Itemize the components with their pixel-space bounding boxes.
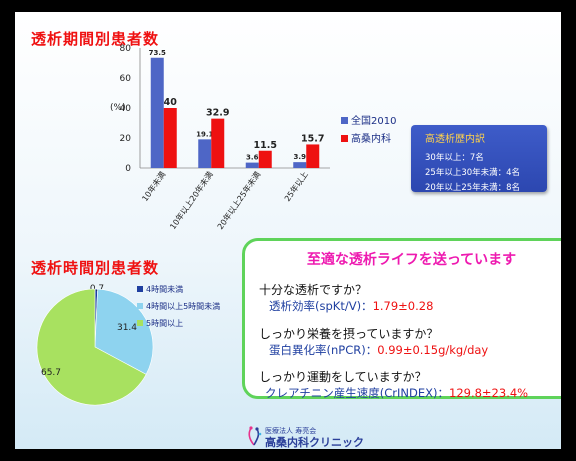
answer-exercise-value: 129.8±23.4% [449, 386, 529, 400]
data-label-clinic-1: 32.9 [206, 108, 229, 119]
y-tick-0: 0 [125, 164, 131, 174]
bar-national-2 [245, 162, 259, 168]
pie-label-0: 0.7 [90, 284, 104, 294]
bar-clinic-2 [258, 150, 272, 168]
pie-legend-swatch-2 [137, 320, 143, 326]
pie-slice-2 [36, 288, 147, 406]
data-label-national-0: 73.5 [149, 49, 166, 57]
data-label-clinic-2: 11.5 [254, 140, 277, 151]
x-category-1: 10年以上20年未満 [167, 169, 214, 231]
bar-national-1 [198, 139, 212, 168]
answer-nutrition: 蛋白異化率(nPCR)：0.99±0.15g/kg/day [269, 342, 488, 358]
data-label-national-2: 3.6 [246, 154, 259, 162]
pie-legend-label-2: 5時間以上 [146, 319, 183, 328]
hours-chart-title: 透析時間別患者数 [31, 259, 160, 277]
clinic-logo-icon [248, 426, 262, 446]
legend-label-clinic: 高桑内科 [351, 132, 391, 145]
breakdown-line-30y: 30年以上：7名 [425, 153, 484, 163]
data-label-clinic-3: 15.7 [301, 133, 324, 144]
x-category-3: 25年以上 [282, 169, 310, 203]
quality-heading: 至適な透析ライフを送っています [306, 252, 517, 268]
pie-label-2: 65.7 [41, 368, 61, 378]
footer-clinic-name: 高桑内科クリニック [265, 436, 364, 449]
breakdown-heading: 高透析歴内訳 [425, 134, 485, 145]
y-axis-label: (%) [110, 103, 126, 113]
pie-legend-swatch-0 [137, 286, 143, 292]
answer-adequacy: 透析効率(spKt/V)：1.79±0.28 [269, 298, 433, 314]
x-category-2: 20年以上25年未満 [215, 169, 262, 231]
pie-legend-label-0: 4時間未満 [146, 284, 183, 294]
bar-clinic-1 [211, 118, 225, 168]
answer-adequacy-label: 透析効率(spKt/V)： [269, 299, 373, 313]
y-tick-4: 80 [120, 44, 132, 54]
answer-nutrition-label: 蛋白異化率(nPCR)： [269, 343, 378, 357]
pie-slice-1 [94, 288, 154, 375]
answer-exercise-label: クレアチニン産生速度(CrINDEX)： [265, 386, 449, 400]
charts-canvas: (%) 0 20 40 60 80 73.5 40 10年未満 19.1 32.9 10年以上20年未… [36, 44, 396, 406]
legend-label-national: 全国2010 [351, 114, 396, 127]
legend-swatch-clinic [341, 135, 348, 142]
dialysis-quality-box: 至適な透析ライフを送っています 十分な透析ですか？ 透析効率(spKt/V)：1… [242, 238, 561, 401]
data-label-national-1: 19.1 [196, 130, 213, 138]
pie-legend-swatch-1 [137, 303, 143, 309]
breakdown-line-20-25y: 20年以上25年未満：8名 [425, 183, 521, 193]
data-label-national-3: 3.9 [294, 153, 307, 161]
bar-national-0 [150, 57, 164, 168]
footer-org: 医療法人 寿亮会 [265, 427, 317, 435]
pie-label-1: 31.4 [117, 323, 137, 333]
question-adequacy: 十分な透析ですか？ [259, 283, 368, 297]
y-tick-2: 40 [120, 104, 132, 114]
bar-clinic-3 [306, 144, 320, 168]
pie-legend-label-1: 4時間以上5時間未満 [146, 301, 220, 311]
bar-national-3 [293, 162, 307, 168]
question-nutrition: しっかり栄養を摂っていますか？ [259, 327, 439, 341]
answer-nutrition-value: 0.99±0.15g/kg/day [377, 343, 489, 357]
long-term-breakdown-box: 高透析歴内訳 30年以上：7名 25年以上30年未満：4名 20年以上25年未満… [411, 125, 547, 193]
question-exercise: しっかり運動をしていますか？ [259, 370, 427, 384]
breakdown-line-25-30y: 25年以上30年未満：4名 [425, 168, 521, 178]
bar-clinic-0 [163, 108, 177, 168]
x-category-0: 10年未満 [140, 169, 168, 203]
legend-swatch-national [341, 117, 348, 124]
period-chart-title: 透析期間別患者数 [31, 30, 160, 48]
answer-adequacy-value: 1.79±0.28 [372, 299, 434, 313]
answer-exercise: クレアチニン産生速度(CrINDEX)：129.8±23.4% [265, 385, 528, 401]
y-tick-3: 60 [120, 74, 132, 84]
data-label-clinic-0: 40 [164, 97, 178, 108]
y-tick-1: 20 [120, 134, 132, 144]
slide: 透析期間別患者数 透析時間別患者数 (%) 0 20 40 60 80 73.5 40 10年未… [15, 12, 561, 449]
